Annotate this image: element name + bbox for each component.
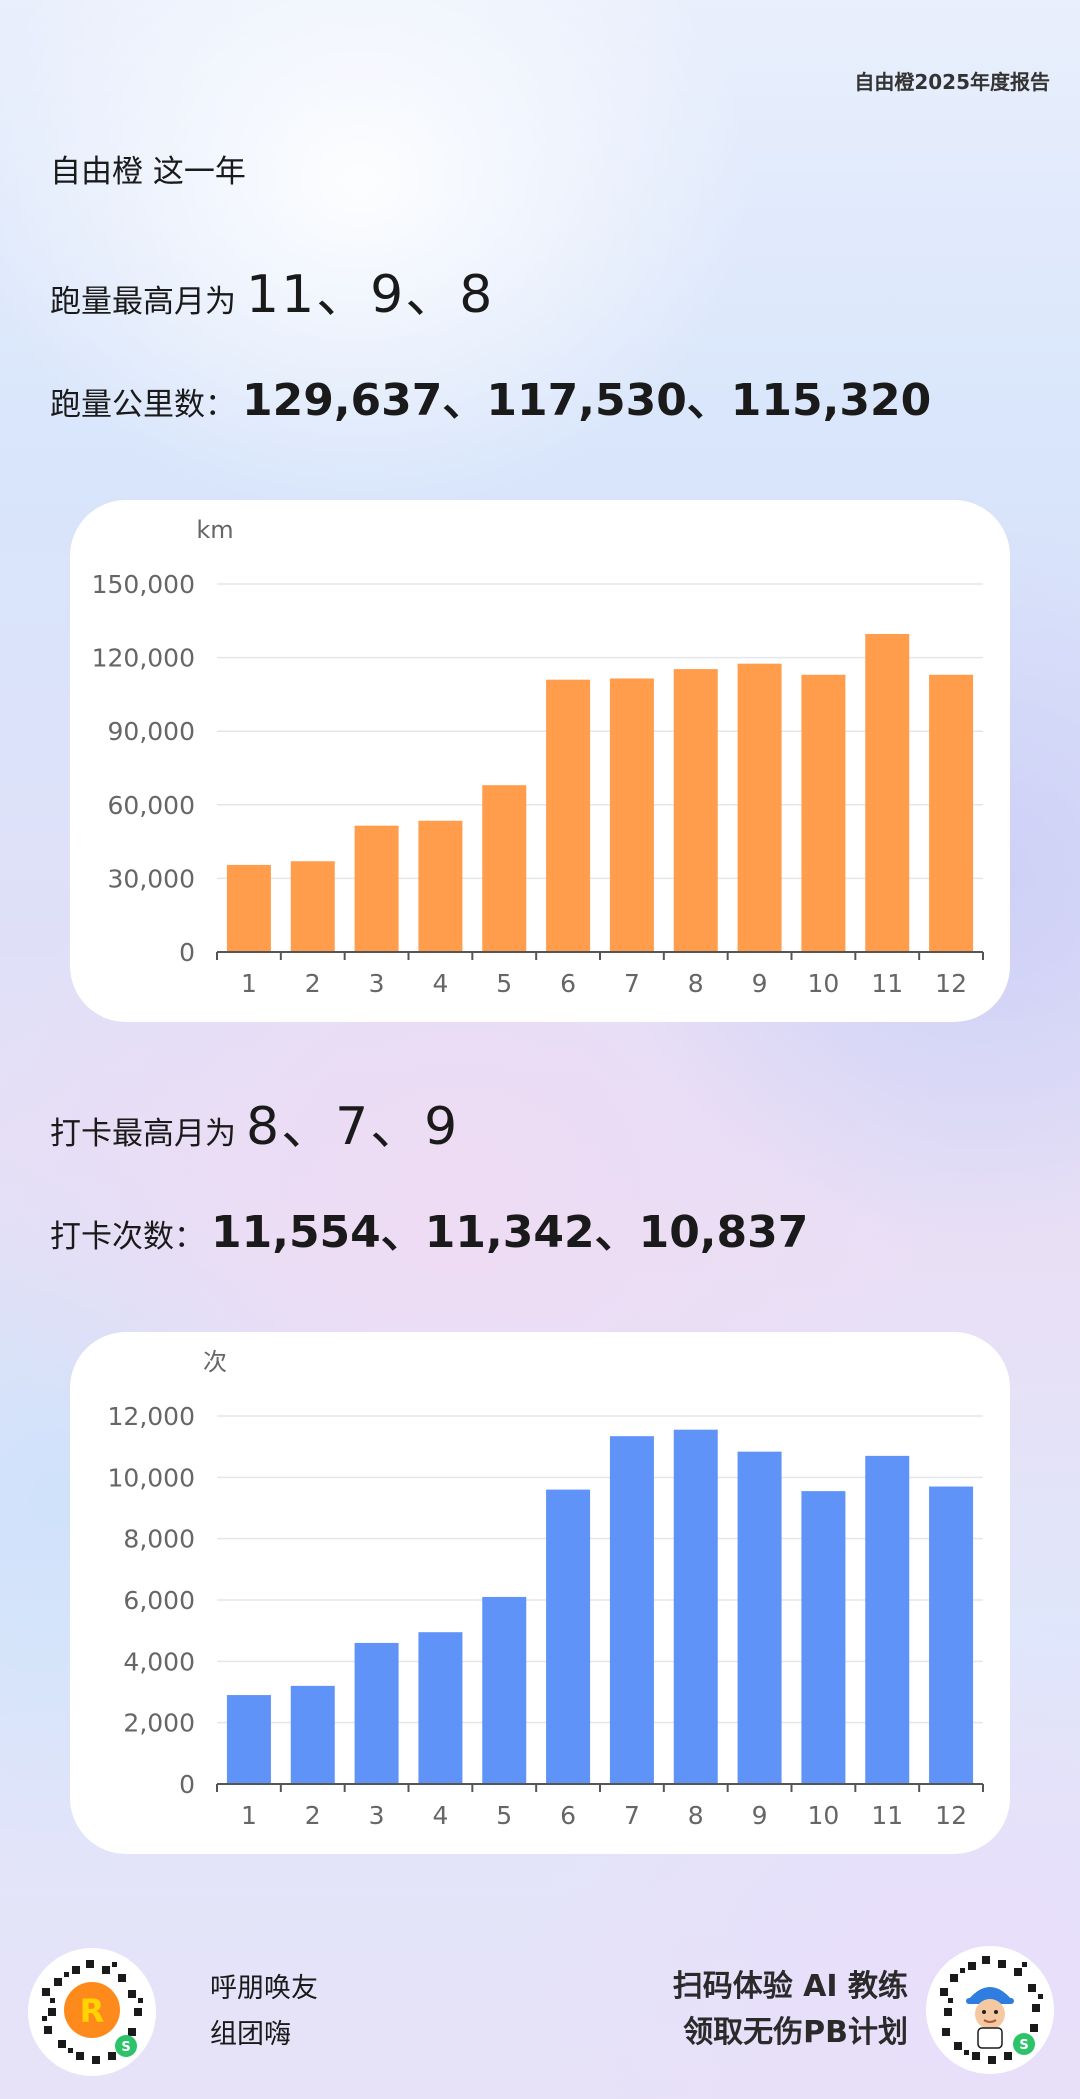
y-tick-label: 120,000: [92, 644, 195, 673]
x-tick-label: 6: [560, 1801, 576, 1830]
invite-section: R S 呼朋唤友 组团嗨: [28, 1948, 318, 2076]
invite-text: 呼朋唤友 组团嗨: [210, 1966, 318, 2058]
bar-month-9: [737, 663, 782, 952]
y-tick-label: 6,000: [123, 1586, 195, 1615]
intro-title: 自由橙 这一年: [50, 154, 246, 190]
checkin-top-months: 打卡最高月为 8、7、9: [50, 1084, 459, 1159]
bar-month-7: [609, 678, 654, 952]
svg-text:S: S: [121, 2040, 130, 2055]
x-tick-label: 10: [808, 1801, 840, 1830]
bar-month-4: [418, 820, 463, 952]
y-tick-label: 10,000: [108, 1463, 195, 1492]
bar-month-12: [929, 674, 974, 952]
running-km: 跑量公里数： 129,637、117,530、115,320: [50, 364, 931, 428]
app-logo-qr-icon[interactable]: R S: [28, 1948, 156, 2076]
checkin-count-value: 11,554、11,342、10,837: [211, 1207, 809, 1258]
running-km-value: 129,637、117,530、115,320: [242, 375, 932, 426]
y-tick-label: 2,000: [123, 1709, 195, 1738]
x-tick-label: 2: [305, 1801, 321, 1830]
x-tick-label: 8: [688, 969, 704, 998]
y-tick-label: 8,000: [123, 1525, 195, 1554]
y-axis-unit-label: 次: [203, 1348, 227, 1376]
y-tick-label: 150,000: [92, 570, 195, 599]
bar-month-12: [929, 1486, 974, 1784]
x-tick-label: 9: [752, 969, 768, 998]
x-tick-label: 11: [871, 969, 903, 998]
x-tick-label: 8: [688, 1801, 704, 1830]
running-km-label: 跑量公里数：: [50, 387, 236, 423]
x-tick-label: 11: [871, 1801, 903, 1830]
promo-line-1: 扫码体验 AI 教练: [672, 1969, 908, 2004]
bar-month-1: [226, 864, 271, 952]
bar-month-8: [673, 669, 718, 952]
x-tick-label: 12: [935, 1801, 967, 1830]
checkin-count: 打卡次数： 11,554、11,342、10,837: [50, 1196, 808, 1260]
x-tick-label: 1: [241, 969, 257, 998]
x-tick-label: 9: [752, 1801, 768, 1830]
bar-month-2: [290, 1685, 335, 1784]
x-tick-label: 7: [624, 1801, 640, 1830]
svg-text:S: S: [1019, 2038, 1028, 2053]
bar-month-11: [865, 1455, 910, 1784]
checkin-top-months-value: 8、7、9: [246, 1097, 460, 1157]
x-tick-label: 5: [496, 969, 512, 998]
y-tick-label: 4,000: [123, 1647, 195, 1676]
checkin-count-label: 打卡次数：: [50, 1219, 205, 1255]
checkin-chart-card: 次 0 2,000 4,000 6,000 8,000 10,000 12,000 1 2 3 4 5 6…: [70, 1332, 1010, 1854]
x-tick-label: 10: [808, 969, 840, 998]
invite-line-2: 组团嗨: [210, 2019, 291, 2050]
coach-avatar-qr-icon[interactable]: S: [926, 1946, 1054, 2074]
y-tick-label: 0: [179, 1770, 195, 1799]
bar-month-3: [354, 1642, 399, 1784]
bar-month-5: [482, 785, 527, 952]
bar-month-8: [673, 1429, 718, 1784]
bar-month-2: [290, 861, 335, 952]
y-tick-label: 12,000: [108, 1402, 195, 1431]
y-tick-label: 60,000: [108, 791, 195, 820]
y-axis-unit-label: km: [196, 516, 233, 544]
y-tick-label: 90,000: [108, 717, 195, 746]
bar-month-7: [609, 1436, 654, 1784]
report-label: 自由橙2025年度报告: [854, 70, 1050, 94]
bar-month-6: [546, 679, 591, 952]
bar-month-10: [801, 674, 846, 952]
x-tick-label: 5: [496, 1801, 512, 1830]
bar-month-5: [482, 1596, 527, 1784]
bar-month-1: [226, 1695, 271, 1784]
svg-text:R: R: [80, 1992, 105, 2030]
invite-line-1: 呼朋唤友: [210, 1973, 318, 2004]
running-top-months-value: 11、9、8: [246, 265, 495, 325]
bar-month-4: [418, 1632, 463, 1784]
bar-month-9: [737, 1451, 782, 1784]
x-tick-label: 12: [935, 969, 967, 998]
y-tick-label: 30,000: [108, 864, 195, 893]
x-tick-label: 1: [241, 1801, 257, 1830]
bar-month-3: [354, 825, 399, 952]
bar-month-6: [546, 1489, 591, 1784]
x-tick-label: 6: [560, 969, 576, 998]
running-top-months-label: 跑量最高月为: [50, 284, 236, 320]
promo-line-2: 领取无伤PB计划: [683, 2015, 908, 2050]
bar-month-11: [865, 633, 910, 952]
checkin-top-months-label: 打卡最高月为: [50, 1116, 236, 1152]
running-chart-card: km 0 30,000 60,000 90,000 120,000 150,000 1 2 3 4 5…: [70, 500, 1010, 1022]
promo-section: 扫码体验 AI 教练 领取无伤PB计划 S: [673, 1946, 1054, 2074]
running-top-months: 跑量最高月为 11、9、8: [50, 252, 494, 327]
x-tick-label: 7: [624, 969, 640, 998]
bar-month-10: [801, 1491, 846, 1784]
x-tick-label: 4: [432, 969, 448, 998]
x-tick-label: 2: [305, 969, 321, 998]
y-tick-label: 0: [179, 938, 195, 967]
promo-text: 扫码体验 AI 教练 领取无伤PB计划: [673, 1964, 908, 2056]
x-tick-label: 4: [432, 1801, 448, 1830]
x-tick-label: 3: [369, 969, 385, 998]
x-tick-label: 3: [369, 1801, 385, 1830]
